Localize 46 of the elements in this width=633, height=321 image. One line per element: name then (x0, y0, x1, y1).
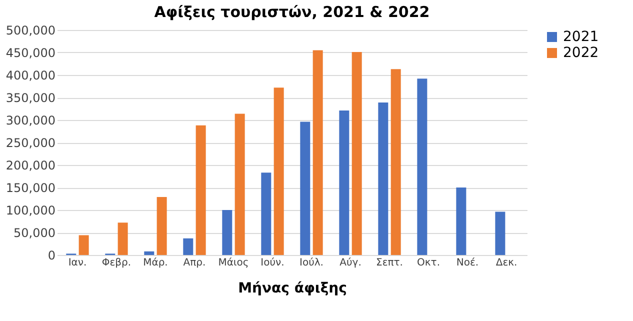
bar (352, 52, 362, 255)
bar (417, 78, 428, 255)
x-tick-label: Δεκ. (496, 258, 518, 268)
bar (312, 50, 323, 255)
bar (156, 196, 167, 255)
x-tick-label: Απρ. (183, 258, 206, 268)
y-tick-label: 250,000 (6, 136, 56, 150)
chart-title: Αφίξεις τουριστών, 2021 & 2022 (154, 3, 430, 21)
y-tick-label: 0 (48, 248, 56, 262)
x-tick-label: Αύγ. (340, 258, 362, 268)
bar (78, 235, 89, 255)
x-tick-label: Οκτ. (417, 258, 440, 268)
bar (118, 222, 128, 255)
legend-label: 2022 (563, 45, 599, 61)
bar (378, 102, 388, 255)
bar (261, 172, 272, 255)
bar (274, 88, 284, 255)
legend-label: 2021 (563, 29, 599, 45)
x-tick-label: Ιούν. (260, 258, 284, 268)
y-tick-label: 50,000 (14, 226, 56, 240)
y-tick-label: 200,000 (6, 158, 56, 172)
y-tick-label: 300,000 (6, 114, 56, 128)
bar (222, 210, 232, 255)
y-tick-label: 400,000 (6, 68, 56, 82)
x-tick-label: Ιαν. (68, 258, 87, 268)
x-tick-label: Ιούλ. (300, 258, 324, 268)
x-tick-label: Νοέ. (456, 258, 479, 268)
bar (495, 212, 506, 255)
bar (144, 251, 154, 255)
y-tick-label: 100,000 (6, 204, 56, 218)
y-tick-label: 500,000 (6, 24, 56, 38)
bar (300, 122, 310, 255)
bar (390, 69, 401, 255)
bar (456, 188, 466, 255)
bar (234, 114, 245, 255)
y-tick-label: 350,000 (6, 91, 56, 105)
bar (196, 125, 206, 255)
x-tick-label: Φεβρ. (102, 258, 132, 268)
y-tick-label: 150,000 (6, 181, 56, 195)
x-tick-label: Μάιος (218, 258, 249, 268)
y-tick-label: 450,000 (6, 46, 56, 60)
x-tick-label: Σεπτ. (376, 258, 403, 268)
x-tick-label: Μάρ. (143, 258, 168, 268)
bar (183, 238, 194, 255)
x-axis-title: Μήνας άφιξης (238, 280, 347, 296)
bar (339, 110, 350, 255)
